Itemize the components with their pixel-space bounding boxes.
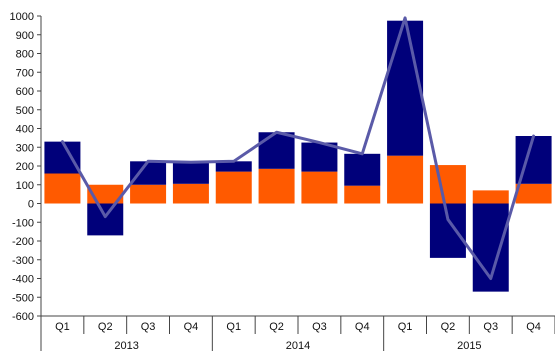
line-series-1 — [60, 16, 536, 280]
y-tick-label: -200 — [12, 236, 34, 248]
bar-segment-1-10 — [429, 165, 466, 204]
bar-segment-1-5 — [215, 171, 252, 204]
x-category-label-10: Q2 — [441, 321, 456, 333]
bar-segment-2-8 — [344, 153, 381, 186]
axis-layer — [37, 15, 555, 351]
y-tick-label: 100 — [16, 180, 34, 192]
bar-segment-2-2 — [87, 203, 124, 236]
x-category-label-5: Q1 — [226, 321, 241, 333]
x-category-label-9: Q1 — [398, 321, 413, 333]
y-tick-label: 800 — [16, 49, 34, 61]
y-tick-label: 700 — [16, 67, 34, 79]
x-category-label-7: Q3 — [312, 321, 327, 333]
y-tick-label: 1000 — [10, 11, 34, 23]
x-category-label-12: Q4 — [526, 321, 541, 333]
bars-layer — [44, 20, 552, 292]
x-group-label-2: 2014 — [286, 340, 310, 351]
bar-segment-2-10 — [429, 203, 466, 258]
y-tick-label: 600 — [16, 86, 34, 98]
x-category-label-4: Q4 — [184, 321, 199, 333]
x-category-label-3: Q3 — [141, 321, 156, 333]
bar-segment-2-7 — [301, 142, 338, 172]
bar-segment-2-9 — [387, 20, 424, 156]
x-category-label-6: Q2 — [269, 321, 284, 333]
y-tick-label: 500 — [16, 105, 34, 117]
bar-segment-2-1 — [44, 141, 81, 174]
bar-segment-1-1 — [44, 173, 81, 204]
y-tick-label: -400 — [12, 274, 34, 286]
bar-segment-1-3 — [130, 184, 167, 204]
x-category-label-1: Q1 — [55, 321, 70, 333]
y-tick-label: 300 — [16, 142, 34, 154]
y-tick-label: 200 — [16, 161, 34, 173]
x-group-label-3: 2015 — [457, 340, 481, 351]
bar-segment-1-9 — [387, 155, 424, 204]
y-tick-label: -600 — [12, 311, 34, 323]
bar-segment-1-7 — [301, 171, 338, 204]
y-tick-label: 900 — [16, 30, 34, 42]
y-tick-label: -500 — [12, 292, 34, 304]
x-group-label-1: 2013 — [114, 340, 138, 351]
y-tick-label: 400 — [16, 124, 34, 136]
y-tick-label: -300 — [12, 255, 34, 267]
x-category-label-8: Q4 — [355, 321, 370, 333]
bar-segment-2-3 — [130, 161, 167, 185]
x-category-label-2: Q2 — [98, 321, 113, 333]
bar-segment-2-4 — [172, 162, 209, 184]
bar-segment-1-6 — [258, 168, 295, 204]
label-layer: 10009008007006005004003002001000-100-200… — [10, 11, 541, 351]
x-category-label-11: Q3 — [483, 321, 498, 333]
bar-segment-2-6 — [258, 132, 295, 169]
bar-segment-1-8 — [344, 185, 381, 204]
bar-segment-2-5 — [215, 161, 252, 172]
y-tick-label: -100 — [12, 217, 34, 229]
line-layer — [60, 16, 536, 280]
bar-segment-1-4 — [172, 183, 209, 204]
bar-segment-1-12 — [515, 183, 552, 204]
bar-segment-1-11 — [472, 190, 509, 204]
y-tick-label: 0 — [28, 199, 34, 211]
